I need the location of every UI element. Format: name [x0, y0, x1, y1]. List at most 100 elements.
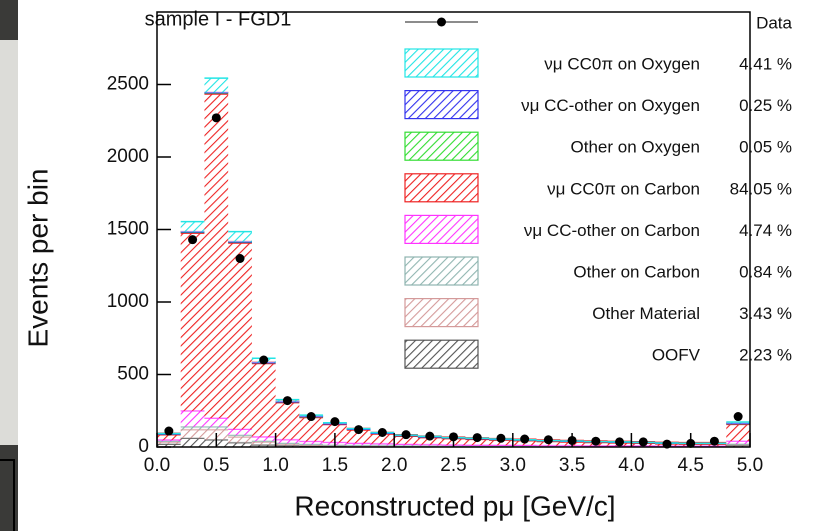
data-point — [472, 433, 482, 443]
legend-share: 84.05 % — [730, 179, 792, 198]
hist-segment — [251, 444, 276, 447]
y-tick-label: 500 — [117, 364, 149, 385]
hist-segment — [228, 429, 252, 436]
legend-label: νμ CC0π on Oxygen — [544, 54, 700, 73]
legend-share: 0.05 % — [739, 138, 792, 157]
hist-segment — [346, 443, 371, 446]
data-point — [401, 430, 411, 440]
data-point — [638, 437, 648, 447]
data-point — [496, 433, 506, 443]
x-tick-label: 0.0 — [144, 455, 170, 476]
data-point — [211, 113, 221, 123]
hist-segment — [157, 444, 181, 447]
data-point — [282, 396, 292, 406]
x-tick-label: 1.5 — [322, 455, 348, 476]
hist-segment — [228, 242, 252, 430]
y-tick-label: 0 — [138, 436, 149, 457]
legend-swatch — [404, 131, 479, 161]
legend-label: OOFV — [652, 346, 701, 365]
x-tick-label: 0.5 — [203, 455, 229, 476]
x-tick-label: 4.0 — [618, 455, 644, 476]
legend-swatch — [404, 256, 479, 286]
x-tick-label: 2.0 — [381, 455, 407, 476]
chart-title: sample I - FGD1 — [145, 8, 292, 30]
hist-segment — [370, 433, 395, 444]
x-tick-label: 2.5 — [440, 455, 466, 476]
data-point — [591, 436, 601, 446]
data-point — [306, 412, 316, 422]
data-point — [377, 428, 387, 437]
legend-share: 4.74 % — [739, 221, 792, 240]
corner-box — [0, 459, 15, 531]
side-strip — [0, 40, 18, 445]
legend-label: νμ CC0π on Carbon — [547, 179, 700, 198]
hist-segment — [299, 441, 324, 445]
legend-share: 0.25 % — [739, 96, 792, 115]
hist-segment — [299, 416, 324, 442]
data-point — [188, 235, 198, 245]
hist-segment — [417, 436, 442, 445]
hist-segment — [180, 232, 205, 411]
legend-swatch — [404, 298, 479, 328]
hist-segment — [251, 441, 276, 445]
legend-share: 3.43 % — [739, 304, 792, 323]
legend-label: Other on Oxygen — [571, 138, 700, 157]
hist-segment — [228, 435, 252, 437]
hist-segment — [204, 93, 229, 418]
y-axis-label: Events per bin — [22, 169, 53, 348]
x-tick-label: 1.0 — [262, 455, 288, 476]
x-tick-label: 3.5 — [559, 455, 585, 476]
hist-segment — [370, 443, 395, 446]
legend-label: Other Material — [592, 304, 700, 323]
hist-segment — [180, 410, 205, 427]
legend-share: 2.23 % — [739, 346, 792, 365]
hist-segment — [228, 436, 252, 443]
hist-segment — [204, 426, 229, 430]
data-point — [164, 426, 174, 436]
y-tick-label: 1500 — [107, 219, 149, 240]
legend-data-marker — [437, 17, 446, 27]
data-point — [330, 417, 340, 427]
x-tick-label: 5.0 — [737, 455, 763, 476]
hist-segment — [275, 439, 300, 444]
data-point — [425, 431, 435, 441]
y-tick-label: 2500 — [107, 74, 149, 95]
legend-label: Other on Carbon — [573, 262, 700, 281]
legend-swatch — [404, 89, 479, 120]
hist-segment — [180, 438, 205, 447]
data-point — [733, 412, 743, 422]
hist-segment — [275, 443, 300, 446]
legend-share: 4.41 % — [739, 54, 792, 73]
data-point — [615, 437, 625, 447]
legend-label: νμ CC-other on Oxygen — [521, 96, 700, 115]
hist-segment — [346, 429, 371, 444]
data-point — [259, 355, 269, 365]
hist-segment — [180, 426, 205, 430]
data-point — [543, 435, 553, 445]
y-tick-label: 2000 — [107, 146, 149, 167]
data-point — [235, 254, 245, 263]
x-tick-label: 3.0 — [500, 455, 526, 476]
hist-segment — [394, 435, 418, 445]
y-tick-label: 1000 — [107, 291, 149, 312]
data-point — [354, 425, 364, 435]
data-point — [520, 434, 530, 444]
hist-segment — [251, 362, 276, 437]
x-tick-label: 4.5 — [677, 455, 703, 476]
hist-segment — [157, 441, 181, 445]
legend-label: Data — [756, 13, 792, 32]
legend-label: νμ CC-other on Carbon — [524, 221, 700, 240]
hist-segment — [204, 78, 229, 93]
hist-segment — [204, 418, 229, 427]
hist-segment — [251, 436, 276, 442]
hist-segment — [180, 429, 205, 439]
legend-swatch — [404, 48, 479, 78]
hist-segment — [275, 401, 300, 440]
hist-segment — [228, 231, 252, 242]
legend-swatch — [404, 173, 479, 203]
hist-segment — [726, 441, 750, 444]
data-point — [709, 436, 719, 446]
legend-share: 0.84 % — [739, 262, 792, 281]
hist-segment — [726, 423, 750, 442]
